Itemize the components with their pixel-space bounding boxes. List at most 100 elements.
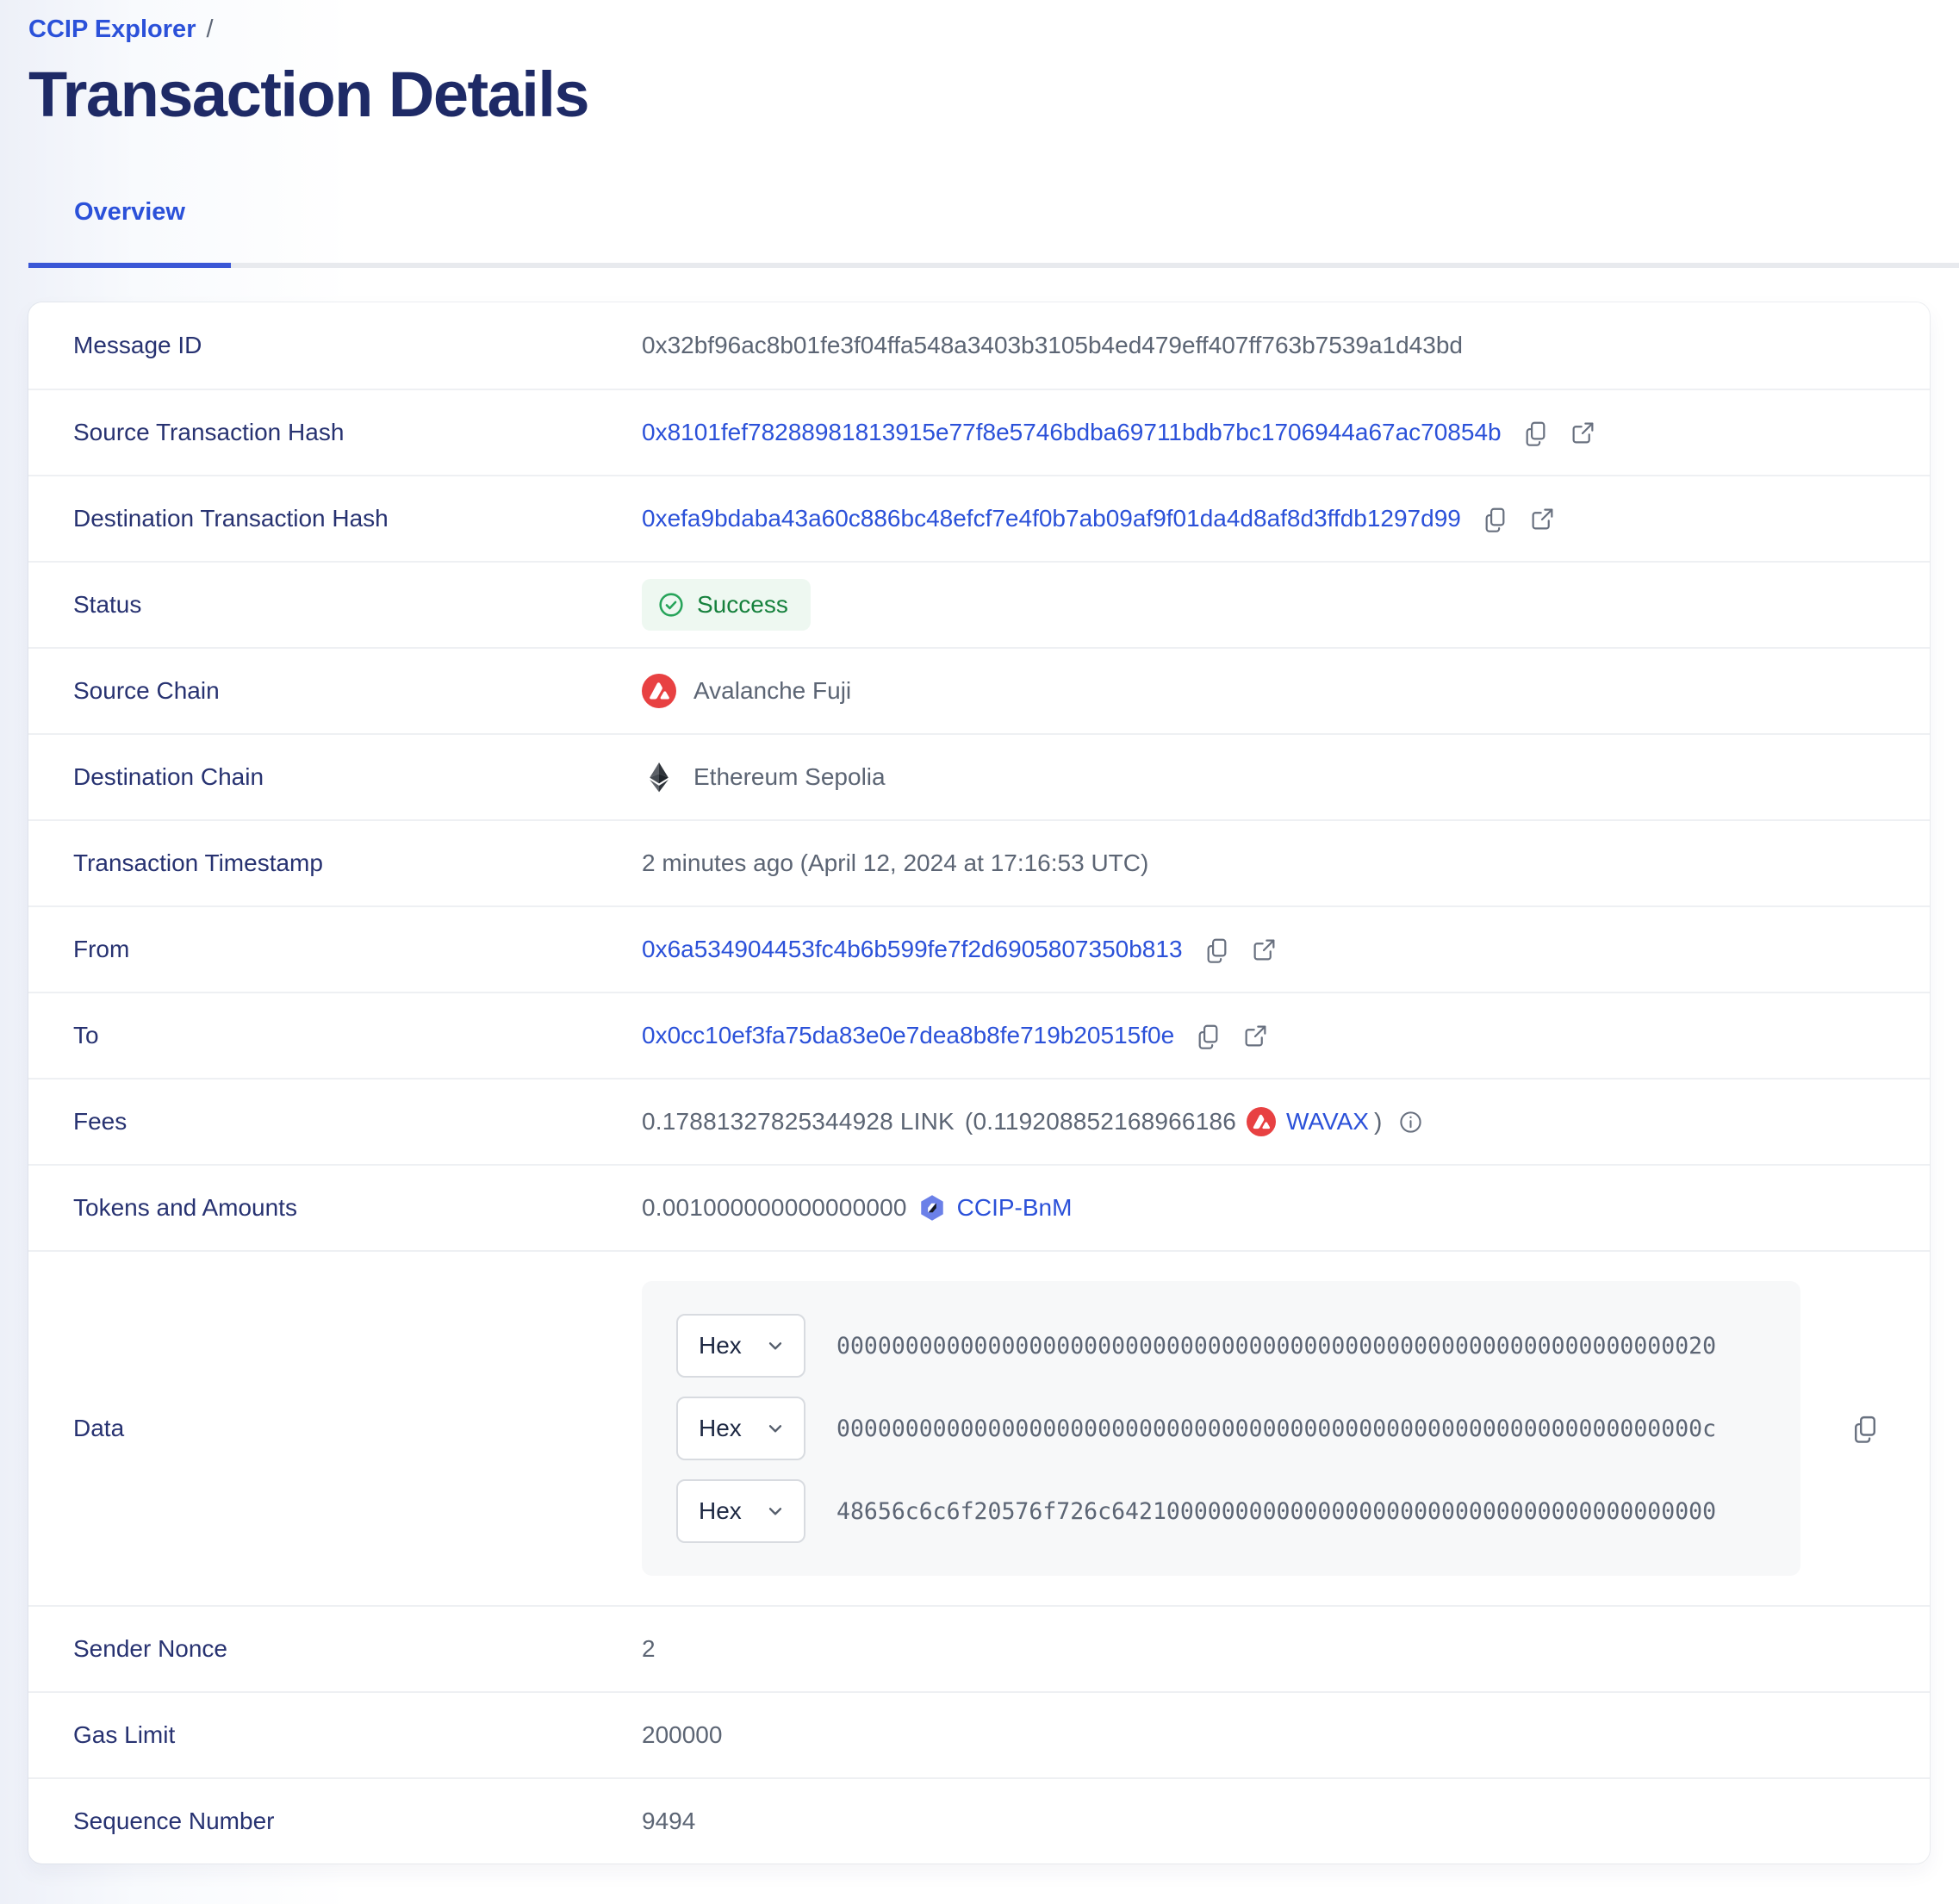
table-row-message-id: Message ID 0x32bf96ac8b01fe3f04ffa548a34… — [28, 302, 1930, 389]
table-row-status: Status Success — [28, 561, 1930, 647]
row-label-fees: Fees — [73, 1108, 127, 1135]
table-row-sender-nonce: Sender Nonce 2 — [28, 1605, 1930, 1691]
external-link-button[interactable] — [1251, 936, 1278, 963]
row-label-message-id: Message ID — [73, 332, 202, 358]
external-link-icon — [1570, 420, 1596, 446]
fees-converted-amount: (0.119208852168966186 — [964, 1108, 1237, 1135]
copy-button[interactable] — [1195, 1023, 1222, 1049]
destination-tx-hash-link[interactable]: 0xefa9bdaba43a60c886bc48efcf7e4f0b7ab09a… — [642, 505, 1461, 532]
row-label-from: From — [73, 936, 130, 962]
info-icon — [1397, 1109, 1424, 1136]
transaction-details-page: CCIP Explorer / Transaction Details Over… — [0, 0, 1959, 1864]
breadcrumb: CCIP Explorer / — [28, 16, 1930, 44]
page-title: Transaction Details — [28, 59, 590, 130]
row-label-source-tx-hash: Source Transaction Hash — [73, 419, 345, 445]
row-label-to: To — [73, 1022, 99, 1048]
external-link-button[interactable] — [1529, 506, 1556, 532]
table-row-to: To 0x0cc10ef3fa75da83e0e7dea8b8fe719b205… — [28, 992, 1930, 1078]
to-address-link[interactable]: 0x0cc10ef3fa75da83e0e7dea8b8fe719b20515f… — [642, 1022, 1175, 1048]
row-label-timestamp: Transaction Timestamp — [73, 849, 323, 876]
copy-icon — [1482, 506, 1508, 532]
status-badge-label: Success — [697, 591, 788, 618]
chevron-down-icon — [764, 1500, 787, 1522]
data-hex-panel: Hex 000000000000000000000000000000000000… — [642, 1281, 1800, 1576]
row-label-status: Status — [73, 591, 142, 618]
data-format-select[interactable]: Hex — [676, 1397, 805, 1460]
table-row-gas-limit: Gas Limit 200000 — [28, 1691, 1930, 1777]
data-hex-line-2: Hex 000000000000000000000000000000000000… — [676, 1397, 1800, 1460]
source-chain-value: Avalanche Fuji — [642, 674, 851, 708]
data-format-selected-value: Hex — [699, 1332, 742, 1359]
timestamp-value: 2 minutes ago (April 12, 2024 at 17:16:5… — [642, 849, 1149, 876]
breadcrumb-separator: / — [206, 16, 214, 43]
table-row-from: From 0x6a534904453fc4b6b599fe7f2d6905807… — [28, 905, 1930, 992]
status-badge: Success — [642, 579, 811, 631]
data-hex-value: 48656c6c6f20576f726c64210000000000000000… — [836, 1497, 1717, 1525]
data-format-select[interactable]: Hex — [676, 1479, 805, 1543]
row-label-sequence-number: Sequence Number — [73, 1808, 275, 1834]
breadcrumb-ccip-explorer-link[interactable]: CCIP Explorer — [28, 16, 196, 43]
destination-chain-value: Ethereum Sepolia — [642, 760, 886, 794]
table-row-source-chain: Source Chain Avalanche Fuji — [28, 647, 1930, 733]
from-address-link[interactable]: 0x6a534904453fc4b6b599fe7f2d6905807350b8… — [642, 936, 1183, 962]
ccip-bnm-token-icon — [917, 1193, 947, 1223]
tab-overview-label: Overview — [74, 198, 185, 226]
data-hex-line-1: Hex 000000000000000000000000000000000000… — [676, 1314, 1800, 1378]
fees-paren-close: ) — [1373, 1108, 1383, 1135]
copy-data-button[interactable] — [1850, 1414, 1880, 1443]
row-label-source-chain: Source Chain — [73, 677, 220, 704]
ccip-bnm-token-link[interactable]: CCIP-BnM — [956, 1194, 1073, 1221]
external-link-button[interactable] — [1242, 1023, 1269, 1049]
external-link-icon — [1251, 936, 1278, 963]
data-format-selected-value: Hex — [699, 1497, 742, 1524]
external-link-button[interactable] — [1570, 420, 1596, 446]
data-hex-value: 0000000000000000000000000000000000000000… — [836, 1415, 1717, 1442]
fees-info-button[interactable] — [1397, 1109, 1424, 1136]
table-row-data: Data Hex 0000000000000000000000000000000… — [28, 1250, 1930, 1605]
row-label-gas-limit: Gas Limit — [73, 1721, 176, 1748]
gas-limit-value: 200000 — [642, 1721, 723, 1748]
destination-chain-name: Ethereum Sepolia — [693, 763, 886, 790]
copy-icon — [1203, 936, 1230, 963]
sender-nonce-value: 2 — [642, 1635, 656, 1662]
copy-icon — [1522, 420, 1549, 446]
external-link-icon — [1529, 506, 1556, 532]
copy-button[interactable] — [1522, 420, 1549, 446]
tab-bar: Overview — [28, 198, 1959, 268]
table-row-destination-chain: Destination Chain Ethereum Sepolia — [28, 733, 1930, 819]
ethereum-icon — [642, 760, 676, 794]
wavax-token-link[interactable]: WAVAX — [1286, 1108, 1369, 1135]
row-label-sender-nonce: Sender Nonce — [73, 1635, 228, 1662]
avalanche-icon — [1247, 1107, 1276, 1136]
data-format-selected-value: Hex — [699, 1415, 742, 1441]
source-chain-name: Avalanche Fuji — [693, 677, 852, 704]
table-row-source-tx-hash: Source Transaction Hash 0x8101fef7828898… — [28, 389, 1930, 475]
transaction-details-table: Message ID 0x32bf96ac8b01fe3f04ffa548a34… — [28, 302, 1930, 1864]
copy-icon — [1195, 1023, 1222, 1049]
row-label-destination-chain: Destination Chain — [73, 763, 264, 790]
copy-button[interactable] — [1482, 506, 1508, 532]
sequence-number-value: 9494 — [642, 1808, 696, 1834]
chevron-down-icon — [764, 1335, 787, 1357]
copy-icon — [1850, 1414, 1880, 1443]
table-row-destination-tx-hash: Destination Transaction Hash 0xefa9bdaba… — [28, 475, 1930, 561]
page-header: CCIP Explorer / Transaction Details — [0, 0, 1959, 131]
row-label-data: Data — [73, 1415, 125, 1441]
table-row-sequence-number: Sequence Number 9494 — [28, 1777, 1930, 1864]
message-id-value: 0x32bf96ac8b01fe3f04ffa548a3403b3105b4ed… — [642, 332, 1463, 358]
avalanche-icon — [642, 674, 676, 708]
data-hex-value: 0000000000000000000000000000000000000000… — [836, 1332, 1717, 1360]
chevron-down-icon — [764, 1417, 787, 1440]
copy-button[interactable] — [1203, 936, 1230, 963]
table-row-timestamp: Transaction Timestamp 2 minutes ago (Apr… — [28, 819, 1930, 905]
table-row-fees: Fees 0.17881327825344928 LINK (0.1192088… — [28, 1078, 1930, 1164]
success-check-icon — [656, 590, 686, 619]
source-tx-hash-link[interactable]: 0x8101fef78288981813915e77f8e5746bdba697… — [642, 419, 1502, 445]
data-format-select[interactable]: Hex — [676, 1314, 805, 1378]
data-hex-line-3: Hex 48656c6c6f20576f726c6421000000000000… — [676, 1479, 1800, 1543]
row-label-destination-tx-hash: Destination Transaction Hash — [73, 505, 389, 532]
row-label-tokens-and-amounts: Tokens and Amounts — [73, 1194, 297, 1221]
fees-link-amount: 0.17881327825344928 LINK — [642, 1108, 955, 1135]
tab-overview[interactable]: Overview — [28, 198, 231, 268]
token-amount-value: 0.001000000000000000 — [642, 1194, 907, 1221]
